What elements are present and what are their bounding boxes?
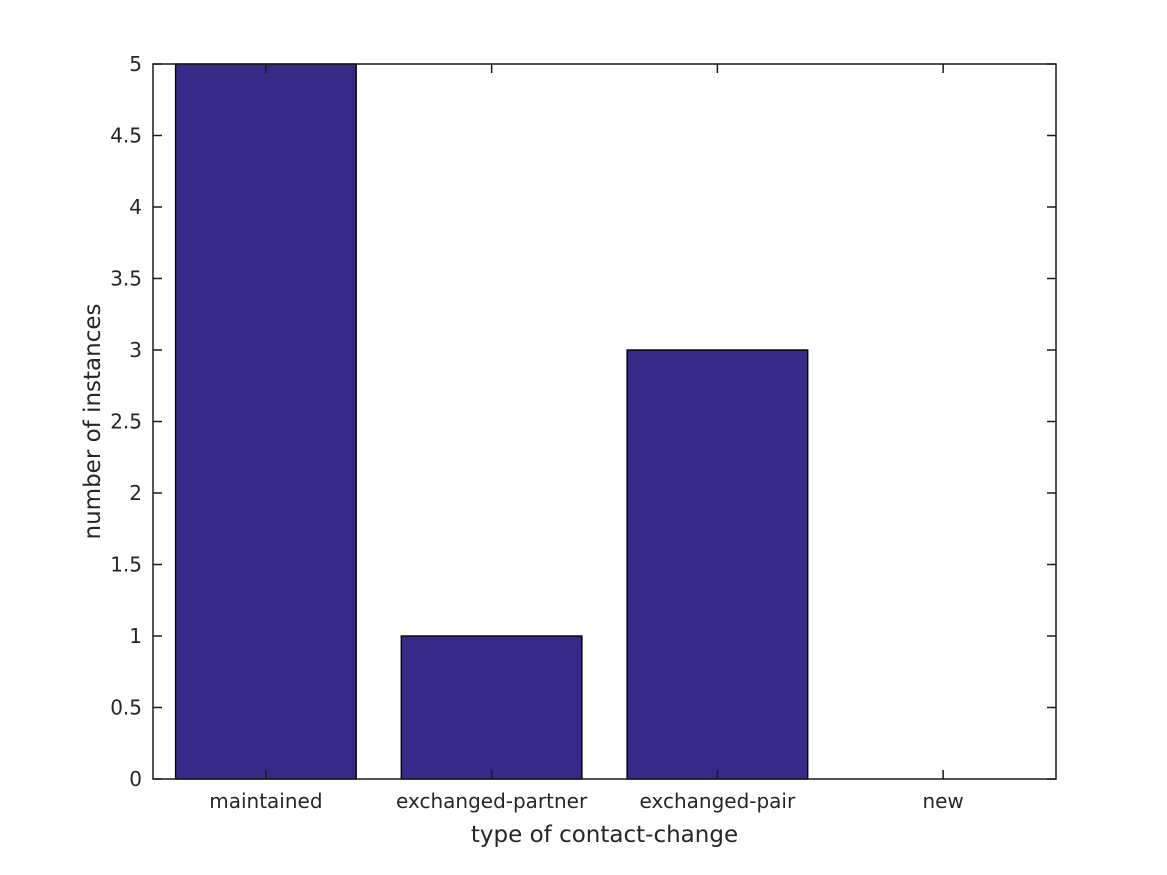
y-tick-label-0: 0: [129, 767, 142, 791]
y-tick-label-2.5: 2.5: [110, 410, 142, 434]
bar-maintained: [174, 63, 357, 780]
y-tick-label-1: 1: [129, 624, 142, 648]
y-tick-label-0.5: 0.5: [110, 696, 142, 720]
y-tick-label-5: 5: [129, 52, 142, 76]
x-tick-label-exchanged-pair: exchanged-pair: [640, 789, 796, 813]
x-tick-label-maintained: maintained: [209, 789, 322, 813]
y-tick-label-2: 2: [129, 481, 142, 505]
x-tick-label-exchanged-partner: exchanged-partner: [396, 789, 588, 813]
x-axis-label: type of contact-change: [471, 822, 738, 848]
y-tick-label-4.5: 4.5: [110, 124, 142, 148]
bar-exchanged-partner: [400, 635, 583, 780]
y-tick-label-3: 3: [129, 338, 142, 362]
y-tick-label-4: 4: [129, 195, 142, 219]
x-tick-label-new: new: [922, 789, 963, 813]
bar-exchanged-pair: [626, 349, 809, 780]
y-tick-label-3.5: 3.5: [110, 267, 142, 291]
y-tick-label-1.5: 1.5: [110, 553, 142, 577]
y-axis-label: number of instances: [80, 304, 106, 540]
